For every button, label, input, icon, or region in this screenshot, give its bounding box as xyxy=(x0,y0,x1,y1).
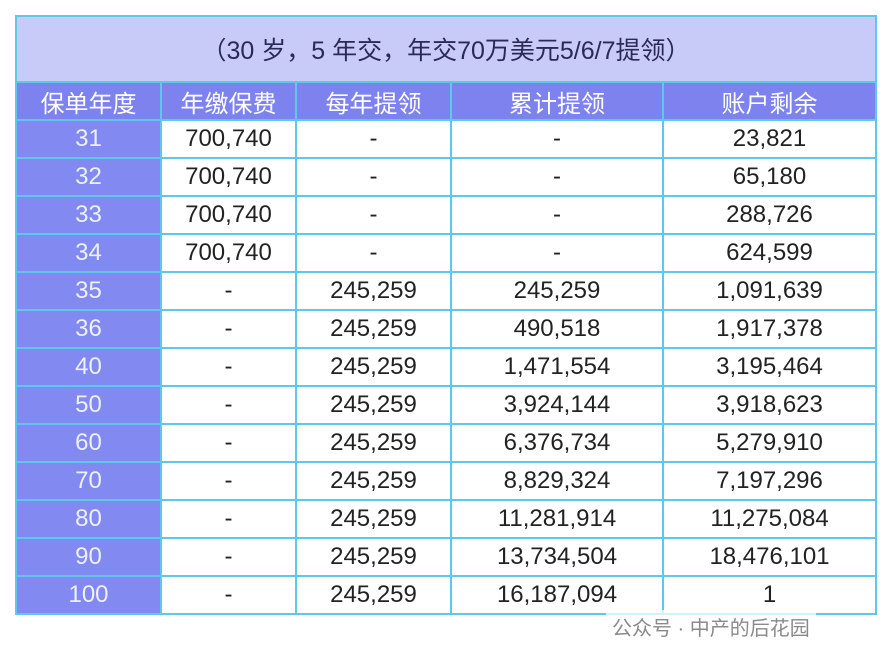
table-cell: 1,917,378 xyxy=(662,309,877,349)
year-cell: 34 xyxy=(15,233,162,273)
year-cell: 100 xyxy=(15,575,162,615)
table-cell: 245,259 xyxy=(295,347,452,387)
table-cell: - xyxy=(450,157,664,197)
table-cell: - xyxy=(160,347,297,387)
table-cell: 245,259 xyxy=(295,423,452,463)
table-cell: 700,740 xyxy=(160,157,297,197)
table-cell: - xyxy=(160,499,297,539)
table-cell: 8,829,324 xyxy=(450,461,664,501)
table-cell: - xyxy=(295,119,452,159)
year-cell: 40 xyxy=(15,347,162,387)
table-cell: 245,259 xyxy=(295,575,452,615)
table-cell: - xyxy=(450,195,664,235)
year-cell: 31 xyxy=(15,119,162,159)
table-cell: 1 xyxy=(662,575,877,615)
year-cell: 35 xyxy=(15,271,162,311)
year-cell: 60 xyxy=(15,423,162,463)
table-cell: - xyxy=(160,461,297,501)
table-cell: 245,259 xyxy=(295,385,452,425)
table-cell: 3,924,144 xyxy=(450,385,664,425)
year-cell: 90 xyxy=(15,537,162,577)
table-cell: - xyxy=(160,309,297,349)
table-cell: 11,275,084 xyxy=(662,499,877,539)
table-wrap: （30 岁，5 年交，年交70万美元5/6/7提领） 保单年度 年缴保费 每年提领累… xyxy=(15,15,877,615)
table-head: （30 岁，5 年交，年交70万美元5/6/7提领） 保单年度 年缴保费 每年提领累… xyxy=(15,15,877,121)
table-cell: - xyxy=(160,423,297,463)
table-cell: 11,281,914 xyxy=(450,499,664,539)
table-cell: 700,740 xyxy=(160,233,297,273)
table-row: 32 700,740- -65,180 xyxy=(15,157,877,197)
table-cell: 245,259 xyxy=(295,309,452,349)
table-cell: - xyxy=(295,195,452,235)
table-cell: 288,726 xyxy=(662,195,877,235)
table-row: 31 700,740- -23,821 xyxy=(15,119,877,159)
header-row: 保单年度 年缴保费 每年提领 累计提领 账户剩余 xyxy=(15,81,877,121)
table-row: 90-245,259 13,734,504 18,476,101 xyxy=(15,537,877,577)
table-row: 80-245,259 11,281,914 11,275,084 xyxy=(15,499,877,539)
header-cell: 账户剩余 xyxy=(662,81,877,121)
table-row: 50-245,259 3,924,144 3,918,623 xyxy=(15,385,877,425)
table-cell: - xyxy=(295,157,452,197)
table-cell: 6,376,734 xyxy=(450,423,664,463)
header-cell: 每年提领 xyxy=(295,81,452,121)
table-cell: - xyxy=(160,271,297,311)
table-row: 33 700,740- -288,726 xyxy=(15,195,877,235)
table-cell: 700,740 xyxy=(160,119,297,159)
watermark: 公众号 · 中产的后花园 xyxy=(606,610,816,643)
table-cell: 16,187,094 xyxy=(450,575,664,615)
header-cell: 累计提领 xyxy=(450,81,664,121)
table-cell: 245,259 xyxy=(295,461,452,501)
table-cell: 65,180 xyxy=(662,157,877,197)
table-row: 36-245,259 490,518 1,917,378 xyxy=(15,309,877,349)
table-cell: 245,259 xyxy=(295,271,452,311)
table-cell: 624,599 xyxy=(662,233,877,273)
table-row: 100-245,259 16,187,094 1 xyxy=(15,575,877,615)
table-cell: - xyxy=(160,575,297,615)
table-cell: 5,279,910 xyxy=(662,423,877,463)
table-body: 31 700,740- -23,821 32 700,740- -65,180 33 700,… xyxy=(15,119,877,615)
table-cell: 490,518 xyxy=(450,309,664,349)
header-cell: 保单年度 xyxy=(15,81,162,121)
table-row: 60-245,259 6,376,734 5,279,910 xyxy=(15,423,877,463)
table-cell: - xyxy=(450,119,664,159)
table-cell: 7,197,296 xyxy=(662,461,877,501)
table-cell: 23,821 xyxy=(662,119,877,159)
table-cell: - xyxy=(295,233,452,273)
table-cell: - xyxy=(160,537,297,577)
table-cell: 1,471,554 xyxy=(450,347,664,387)
table-cell: 245,259 xyxy=(450,271,664,311)
year-cell: 50 xyxy=(15,385,162,425)
year-cell: 33 xyxy=(15,195,162,235)
header-cell: 年缴保费 xyxy=(160,81,297,121)
table-row: 40-245,259 1,471,554 3,195,464 xyxy=(15,347,877,387)
table-cell: 18,476,101 xyxy=(662,537,877,577)
table: （30 岁，5 年交，年交70万美元5/6/7提领） 保单年度 年缴保费 每年提领累… xyxy=(15,15,877,615)
table-cell: 13,734,504 xyxy=(450,537,664,577)
table-cell: - xyxy=(450,233,664,273)
table-row: 70-245,259 8,829,324 7,197,296 xyxy=(15,461,877,501)
year-cell: 32 xyxy=(15,157,162,197)
table-cell: 3,918,623 xyxy=(662,385,877,425)
table-cell: 245,259 xyxy=(295,537,452,577)
year-cell: 80 xyxy=(15,499,162,539)
table-title: （30 岁，5 年交，年交70万美元5/6/7提领） xyxy=(15,15,877,83)
table-row: 35-245,259 245,259 1,091,639 xyxy=(15,271,877,311)
table-cell: 1,091,639 xyxy=(662,271,877,311)
year-cell: 36 xyxy=(15,309,162,349)
table-cell: 245,259 xyxy=(295,499,452,539)
table-cell: - xyxy=(160,385,297,425)
table-cell: 3,195,464 xyxy=(662,347,877,387)
table-row: 34 700,740- -624,599 xyxy=(15,233,877,273)
table-cell: 700,740 xyxy=(160,195,297,235)
year-cell: 70 xyxy=(15,461,162,501)
